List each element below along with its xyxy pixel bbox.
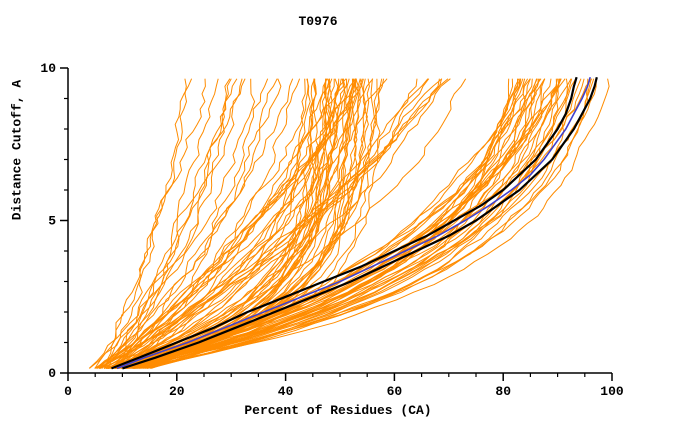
ensemble-curve [125, 78, 451, 369]
ensemble-curve [103, 78, 355, 369]
x-tick-label: 100 [600, 384, 624, 399]
y-tick-label: 10 [40, 61, 56, 76]
ensemble-curve [119, 78, 524, 369]
ensemble-curve [103, 78, 231, 369]
ensemble-curve [110, 78, 357, 369]
x-tick-label: 60 [387, 384, 403, 399]
ensemble-curve [98, 78, 206, 369]
plot-title: T0976 [298, 14, 338, 29]
y-axis-label: Distance Cutoff, A [9, 79, 25, 221]
ensemble-curve [134, 78, 589, 369]
y-tick-label: 5 [48, 214, 56, 229]
reference-curve-best-model-1 [111, 76, 578, 370]
x-tick-label: 20 [169, 384, 185, 399]
ensemble-curve [128, 78, 610, 369]
ensemble-curve [110, 78, 430, 369]
ensemble-curve [98, 78, 429, 369]
ensemble-curve [99, 78, 467, 369]
ensemble-curve [118, 78, 344, 369]
ensemble-curve [96, 78, 443, 369]
y-tick-label: 0 [48, 366, 56, 381]
ensemble-curve [94, 78, 188, 369]
x-axis-label: Percent of Residues (CA) [244, 403, 432, 418]
ensemble-curve [126, 78, 577, 369]
ensemble-curve [114, 78, 243, 369]
x-tick-label: 40 [278, 384, 294, 399]
ensemble-curve [114, 78, 440, 369]
ensemble-curve [106, 78, 317, 369]
ensemble-curve [88, 78, 232, 369]
ensemble-curve [146, 78, 521, 369]
reference-curve-best-model-2 [122, 76, 598, 370]
ensemble-curve [107, 78, 238, 369]
ensemble-curve [103, 78, 328, 369]
ensemble-curve [95, 78, 294, 369]
ensemble-curve [123, 78, 597, 369]
ensemble-curve [116, 78, 354, 369]
x-tick-label: 80 [495, 384, 511, 399]
ensemble-curve [116, 78, 282, 369]
ensemble-curve [122, 78, 368, 369]
ensemble-curve [114, 78, 388, 369]
ensemble-curve [107, 78, 311, 369]
x-tick-label: 0 [64, 384, 72, 399]
ensemble-curve [106, 78, 558, 369]
reference-curve-selected-model [116, 76, 591, 370]
ensemble-curve [149, 78, 560, 369]
ensemble-curve [110, 78, 560, 369]
ensemble-curve [104, 78, 193, 369]
ensemble-curve [108, 78, 367, 369]
ensemble-curve [124, 78, 357, 369]
ensemble-curve [141, 78, 546, 369]
ensemble-curve [135, 78, 378, 369]
ensemble-curve [94, 78, 278, 369]
ensemble-curve [116, 78, 418, 369]
ensemble-curve [116, 78, 346, 369]
ensemble-curve [120, 78, 219, 369]
ensemble-curve [114, 78, 306, 369]
ensemble-curve [117, 78, 301, 369]
